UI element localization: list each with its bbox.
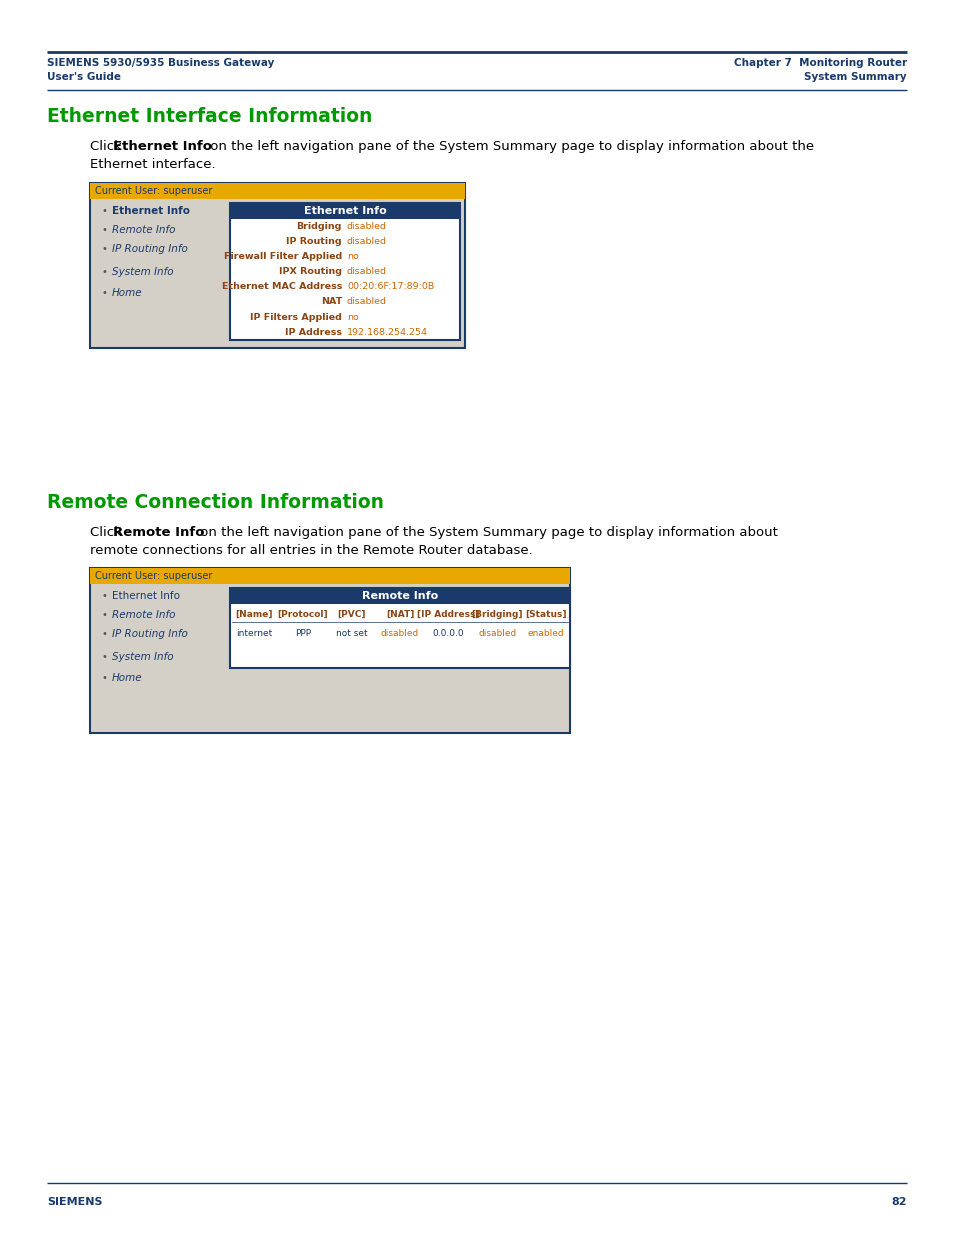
Text: 192.168.254.254: 192.168.254.254 — [347, 327, 428, 337]
Bar — [230, 588, 569, 668]
Text: [NAT]: [NAT] — [385, 610, 414, 619]
Text: •: • — [102, 225, 108, 235]
Text: Ethernet Info: Ethernet Info — [303, 206, 386, 216]
Bar — [90, 183, 464, 348]
Text: IP Routing: IP Routing — [286, 237, 341, 246]
Text: remote connections for all entries in the Remote Router database.: remote connections for all entries in th… — [90, 543, 532, 557]
Text: IP Routing Info: IP Routing Info — [112, 629, 188, 638]
Text: Ethernet MAC Address: Ethernet MAC Address — [221, 283, 341, 291]
Text: Ethernet Info: Ethernet Info — [112, 206, 190, 216]
Text: 0.0.0.0: 0.0.0.0 — [433, 629, 464, 638]
Text: NAT: NAT — [320, 298, 341, 306]
Text: Current User: superuser: Current User: superuser — [95, 186, 213, 196]
Bar — [90, 568, 569, 734]
Text: on the left navigation pane of the System Summary page to display information ab: on the left navigation pane of the Syste… — [195, 526, 777, 538]
Text: User's Guide: User's Guide — [47, 72, 121, 82]
Bar — [230, 203, 459, 340]
Text: Bridging: Bridging — [296, 222, 341, 231]
Text: disabled: disabled — [477, 629, 516, 638]
Text: no: no — [347, 312, 358, 321]
Text: SIEMENS 5930/5935 Business Gateway: SIEMENS 5930/5935 Business Gateway — [47, 58, 274, 68]
Text: System Info: System Info — [112, 267, 173, 277]
Text: •: • — [102, 610, 108, 620]
Text: •: • — [102, 288, 108, 298]
Bar — [90, 183, 464, 199]
Text: Ethernet interface.: Ethernet interface. — [90, 158, 215, 170]
Text: Home: Home — [112, 673, 143, 683]
Text: [IP Address]: [IP Address] — [416, 610, 479, 619]
Text: •: • — [102, 267, 108, 277]
Text: 82: 82 — [890, 1197, 906, 1207]
Text: Ethernet Info: Ethernet Info — [112, 592, 180, 601]
Text: Remote Info: Remote Info — [361, 592, 437, 601]
Text: IPX Routing: IPX Routing — [278, 267, 341, 277]
Bar — [230, 203, 459, 219]
Text: Remote Info: Remote Info — [112, 526, 204, 538]
Text: •: • — [102, 592, 108, 601]
Text: Chapter 7  Monitoring Router: Chapter 7 Monitoring Router — [733, 58, 906, 68]
Text: Ethernet Interface Information: Ethernet Interface Information — [47, 107, 372, 126]
Text: no: no — [347, 252, 358, 261]
Text: Current User: superuser: Current User: superuser — [95, 571, 213, 580]
Text: System Info: System Info — [112, 652, 173, 662]
Text: [Status]: [Status] — [524, 610, 566, 619]
Bar — [230, 588, 569, 604]
Text: Remote Info: Remote Info — [112, 610, 175, 620]
Text: Click: Click — [90, 140, 126, 153]
Text: disabled: disabled — [347, 222, 387, 231]
Text: Remote Info: Remote Info — [112, 225, 175, 235]
Text: System Summary: System Summary — [803, 72, 906, 82]
Text: [Protocol]: [Protocol] — [277, 610, 328, 619]
Text: PPP: PPP — [294, 629, 311, 638]
Text: •: • — [102, 673, 108, 683]
Text: internet: internet — [236, 629, 273, 638]
Text: disabled: disabled — [347, 267, 387, 277]
Text: disabled: disabled — [347, 237, 387, 246]
Text: disabled: disabled — [347, 298, 387, 306]
Text: not set: not set — [335, 629, 367, 638]
Text: Remote Connection Information: Remote Connection Information — [47, 493, 384, 513]
Text: [PVC]: [PVC] — [336, 610, 365, 619]
Text: IP Routing Info: IP Routing Info — [112, 245, 188, 254]
Text: enabled: enabled — [527, 629, 563, 638]
Text: IP Address: IP Address — [285, 327, 341, 337]
Text: Home: Home — [112, 288, 143, 298]
Text: •: • — [102, 245, 108, 254]
Text: •: • — [102, 629, 108, 638]
Text: •: • — [102, 652, 108, 662]
Text: disabled: disabled — [380, 629, 418, 638]
Bar — [90, 568, 569, 584]
Text: IP Filters Applied: IP Filters Applied — [250, 312, 341, 321]
Text: 00:20:6F:17:89:0B: 00:20:6F:17:89:0B — [347, 283, 434, 291]
Text: [Bridging]: [Bridging] — [471, 610, 522, 619]
Text: Firewall Filter Applied: Firewall Filter Applied — [224, 252, 341, 261]
Text: •: • — [102, 206, 108, 216]
Text: [Name]: [Name] — [235, 610, 273, 619]
Text: Click: Click — [90, 526, 126, 538]
Text: Ethernet Info: Ethernet Info — [112, 140, 212, 153]
Text: on the left navigation pane of the System Summary page to display information ab: on the left navigation pane of the Syste… — [206, 140, 813, 153]
Text: SIEMENS: SIEMENS — [47, 1197, 102, 1207]
